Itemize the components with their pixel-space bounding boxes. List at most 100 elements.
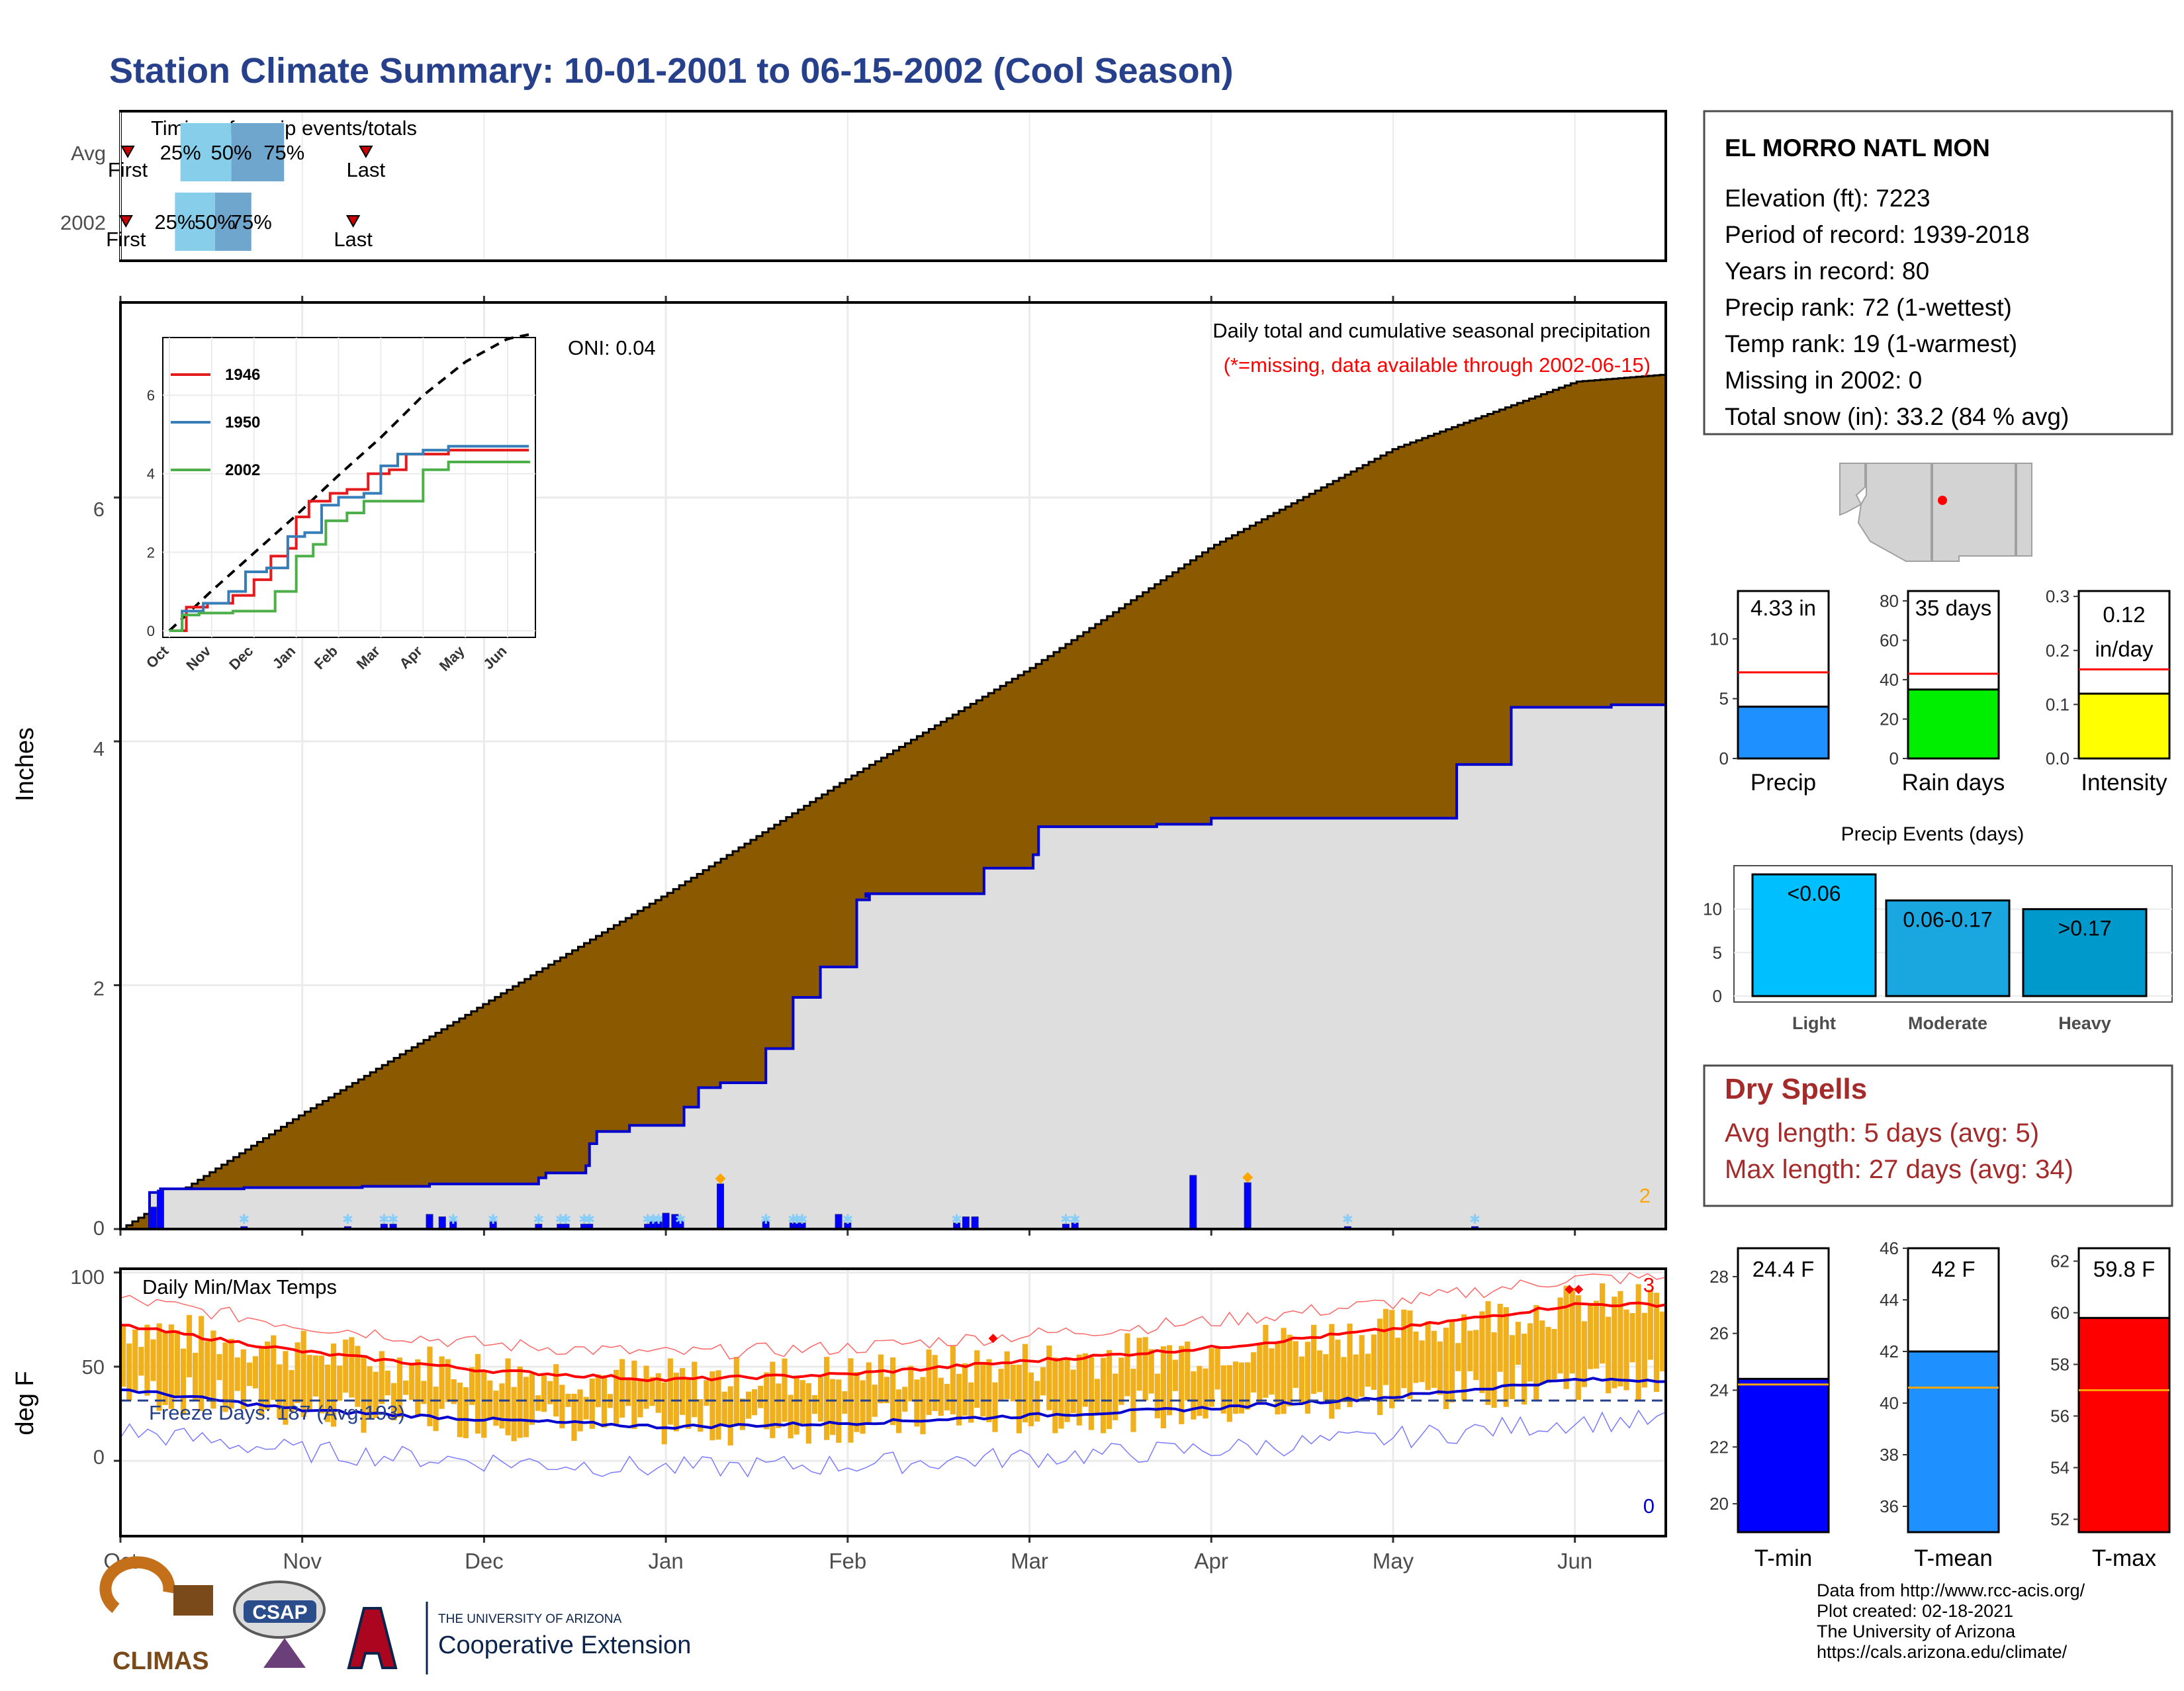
daily-temp-bar: [1232, 1361, 1239, 1414]
daily-temp-bar: [1485, 1301, 1491, 1405]
daily-precip-bar: [149, 1207, 157, 1230]
daily-temp-bar: [962, 1363, 968, 1416]
daily-temp-bar: [1172, 1359, 1179, 1391]
daily-temp-bar: [1353, 1354, 1359, 1400]
daily-temp-bar: [1569, 1287, 1575, 1374]
daily-temp-bar: [782, 1358, 788, 1422]
daily-temp-bar: [1293, 1341, 1298, 1388]
snow-marker: ✱: [561, 1212, 572, 1227]
daily-temp-bar: [1587, 1304, 1594, 1369]
timing-first-label: First: [106, 228, 146, 251]
daily-temp-bar: [817, 1377, 824, 1422]
temp-min-count: 0: [1643, 1494, 1655, 1518]
daily-temp-bar: [1203, 1368, 1208, 1419]
inset-ytick: 2: [147, 544, 155, 561]
precip-ytick-4: 4: [93, 737, 105, 760]
daily-temp-bar: [980, 1363, 986, 1417]
events-bar-label: >0.17: [2058, 917, 2112, 940]
daily-temp-bar: [451, 1379, 457, 1404]
daily-temp-bar: [355, 1346, 361, 1407]
daily-temp-bar: [1298, 1356, 1304, 1403]
daily-temp-bar: [1226, 1365, 1232, 1422]
events-bar-label: <0.06: [1788, 882, 1841, 905]
daily-temp-bar: [1593, 1301, 1600, 1369]
map-new-mexico: [1932, 463, 2016, 562]
daily-temp-bar: [1040, 1367, 1046, 1396]
temp-y-label: deg F: [11, 1371, 39, 1435]
footer-line-4: https://cals.arizona.edu/climate/: [1817, 1642, 2068, 1662]
daily-temp-bar: [1046, 1346, 1052, 1410]
daily-temp-bar: [156, 1323, 162, 1411]
daily-temp-bar: [1197, 1365, 1203, 1416]
daily-temp-bar: [1004, 1351, 1010, 1399]
daily-temp-bar: [162, 1331, 168, 1405]
daily-temp-bar: [1118, 1357, 1124, 1405]
daily-temp-bar: [1600, 1283, 1606, 1364]
station-temp-rank: Temp rank: 19 (1-warmest): [1725, 330, 2017, 357]
daily-temp-bar: [409, 1364, 415, 1400]
station-info-box: EL MORRO NATL MON Elevation (ft): 7223 P…: [1703, 110, 2173, 435]
daily-temp-bar: [727, 1386, 733, 1445]
precip-ytick-0: 0: [93, 1216, 105, 1240]
station-total-snow: Total snow (in): 33.2 (84 % avg): [1725, 403, 2069, 430]
month-label: Feb: [829, 1549, 866, 1573]
daily-temp-bar: [186, 1314, 193, 1378]
snow-marker: ✱: [578, 1212, 590, 1227]
daily-temp-bar: [1389, 1310, 1395, 1408]
daily-temp-bar: [126, 1343, 132, 1401]
daily-temp-bar: [553, 1364, 559, 1417]
daily-temp-bar: [667, 1358, 673, 1425]
oni-value: ONI: 0.04: [568, 336, 656, 359]
daily-temp-bar: [872, 1385, 878, 1417]
daily-temp-bar: [614, 1369, 619, 1425]
daily-temp-bar: [415, 1359, 421, 1418]
daily-temp-bar: [889, 1357, 896, 1426]
freeze-days: Freeze Days: 187 (Avg:193): [149, 1401, 405, 1424]
daily-temp-bar: [547, 1381, 553, 1404]
temp-title: Daily Min/Max Temps: [142, 1275, 337, 1299]
daily-temp-bar: [385, 1371, 390, 1396]
snow-marker: ✱: [533, 1212, 544, 1227]
daily-temp-bar: [1208, 1348, 1214, 1407]
daily-temp-bar: [427, 1346, 433, 1426]
daily-temp-bar: [240, 1349, 246, 1410]
daily-temp-bar: [1407, 1310, 1413, 1399]
daily-temp-bar: [1130, 1369, 1136, 1432]
daily-temp-bar: [974, 1350, 980, 1408]
daily-precip-bar: [1244, 1182, 1251, 1230]
daily-temp-bar: [469, 1367, 475, 1405]
daily-temp-bar: [433, 1387, 439, 1432]
timing-bar-q2: [231, 123, 285, 181]
csap-badge: [244, 1600, 316, 1623]
events-category: Heavy: [2058, 1013, 2111, 1033]
daily-temp-bar: [1214, 1346, 1220, 1390]
daily-temp-bar: [1461, 1314, 1467, 1401]
temp-bar-ticklabel: 40: [1880, 1393, 1899, 1413]
daily-temp-bar: [1521, 1334, 1527, 1405]
temp-bar-value: [2077, 1316, 2171, 1533]
daily-temp-bar: [1653, 1293, 1660, 1393]
daily-temp-bar: [1142, 1337, 1148, 1401]
station-frame: [1703, 110, 2173, 435]
temp-bar-category: T-max: [2092, 1545, 2157, 1571]
month-label: Jun: [1557, 1549, 1592, 1573]
daily-temp-bar: [751, 1389, 758, 1416]
daily-temp-bar: [349, 1337, 355, 1398]
inset-legend-label: 1950: [225, 414, 260, 432]
daily-temp-bar: [896, 1389, 902, 1434]
daily-temp-bar: [577, 1389, 583, 1432]
daily-temp-bar: [799, 1380, 805, 1424]
climas-block: [173, 1585, 213, 1616]
temp-bar-ticklabel: 56: [2050, 1406, 2070, 1426]
timing-p75-label: 75%: [231, 210, 272, 234]
daily-temp-bar: [252, 1356, 259, 1389]
daily-temp-bar: [721, 1391, 727, 1425]
daily-temp-bar: [390, 1383, 397, 1421]
daily-precip-bar: [835, 1214, 842, 1230]
events-category: Light: [1792, 1013, 1836, 1033]
snow-marker: ✱: [555, 1212, 566, 1227]
daily-temp-bar: [1623, 1309, 1629, 1391]
snow-marker: ✱: [797, 1212, 808, 1227]
daily-temp-bar: [1088, 1357, 1094, 1430]
timing-last-label: Last: [347, 158, 386, 181]
